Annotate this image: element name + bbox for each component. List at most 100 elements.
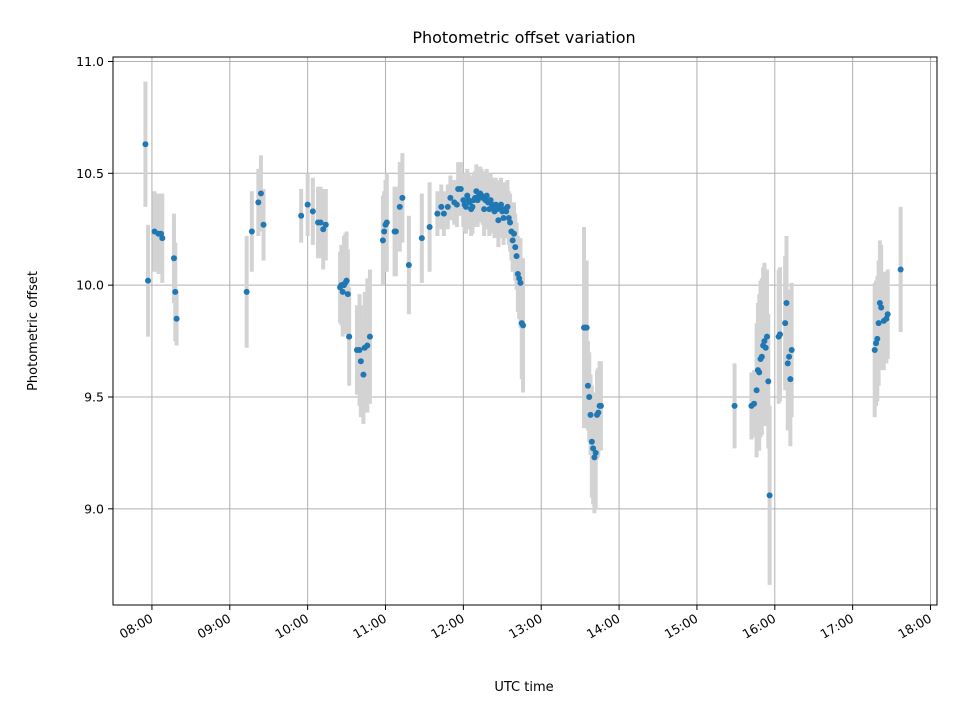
data-point <box>405 262 412 269</box>
data-point <box>500 215 507 222</box>
data-point <box>426 223 433 230</box>
data-point <box>875 320 882 327</box>
data-point <box>344 291 351 298</box>
data-point <box>304 201 311 208</box>
data-point <box>586 393 593 400</box>
data-point <box>520 322 527 329</box>
data-point <box>396 203 403 210</box>
x-axis-label: UTC time <box>494 680 553 695</box>
data-point <box>587 411 594 418</box>
data-point <box>399 194 406 201</box>
data-point <box>462 203 469 210</box>
data-point <box>317 219 324 226</box>
data-point <box>481 206 488 213</box>
data-point <box>878 304 885 311</box>
y-tick-label: 11.0 <box>76 54 104 69</box>
data-point <box>173 315 180 322</box>
y-tick-label: 9.0 <box>84 501 104 516</box>
data-point <box>495 217 502 224</box>
data-point <box>786 353 793 360</box>
data-points <box>142 141 904 499</box>
data-point <box>512 244 519 251</box>
data-point <box>434 210 441 217</box>
data-point <box>517 279 524 286</box>
data-point <box>595 409 602 416</box>
data-point <box>243 288 250 295</box>
data-point <box>761 338 768 345</box>
data-point <box>483 192 490 199</box>
data-point <box>255 199 262 206</box>
y-tick-label: 10.0 <box>76 278 104 293</box>
data-point <box>751 400 758 407</box>
data-point <box>364 342 371 349</box>
data-point <box>145 277 152 284</box>
data-point <box>320 226 327 233</box>
data-point <box>444 203 451 210</box>
data-point <box>357 358 364 365</box>
data-point <box>765 378 772 385</box>
data-point <box>584 382 591 389</box>
data-point <box>322 221 329 228</box>
data-point <box>758 353 765 360</box>
data-point <box>159 235 166 242</box>
data-point <box>418 235 425 242</box>
data-point <box>583 324 590 331</box>
data-point <box>776 331 783 338</box>
data-point <box>343 277 350 284</box>
data-point <box>453 201 460 208</box>
data-point <box>753 387 760 394</box>
data-point <box>507 219 514 226</box>
data-point <box>731 402 738 409</box>
data-point <box>170 255 177 262</box>
data-point <box>513 253 520 260</box>
plot-area-frame <box>112 56 938 606</box>
data-point <box>309 208 316 215</box>
data-point <box>592 449 599 456</box>
data-point <box>457 185 464 192</box>
data-point <box>597 402 604 409</box>
data-point <box>469 203 476 210</box>
data-point <box>438 203 445 210</box>
data-point <box>339 288 346 295</box>
data-point <box>509 237 516 244</box>
data-point <box>766 492 773 499</box>
data-point <box>392 228 399 235</box>
data-point <box>788 347 795 354</box>
data-point <box>248 228 255 235</box>
data-point <box>383 219 390 226</box>
data-point <box>356 347 363 354</box>
data-point <box>787 376 794 383</box>
data-point <box>257 190 264 197</box>
data-point <box>440 210 447 217</box>
data-point <box>497 201 504 208</box>
data-point <box>346 333 353 340</box>
data-point <box>884 311 891 318</box>
data-point <box>142 141 149 148</box>
chart-title: Photometric offset variation <box>412 28 635 47</box>
data-point <box>783 300 790 307</box>
data-point <box>871 347 878 354</box>
data-point <box>897 266 904 273</box>
data-point <box>447 194 454 201</box>
y-axis-label: Photometric offset <box>26 271 41 391</box>
data-point <box>756 369 763 376</box>
data-point <box>360 371 367 378</box>
y-tick-label: 9.5 <box>84 389 104 404</box>
data-point <box>784 360 791 367</box>
data-point <box>504 203 511 210</box>
data-point <box>298 212 305 219</box>
y-tick-label: 10.5 <box>76 166 104 181</box>
data-point <box>762 344 769 351</box>
data-point <box>381 228 388 235</box>
data-point <box>590 445 597 452</box>
data-point <box>764 333 771 340</box>
y-axis-ticks: 9.0 9.5 10.0 10.5 11.0 <box>76 54 113 516</box>
data-point <box>588 438 595 445</box>
data-point <box>874 335 881 342</box>
data-point <box>379 237 386 244</box>
data-point <box>366 333 373 340</box>
data-point <box>510 230 517 237</box>
data-point <box>172 288 179 295</box>
